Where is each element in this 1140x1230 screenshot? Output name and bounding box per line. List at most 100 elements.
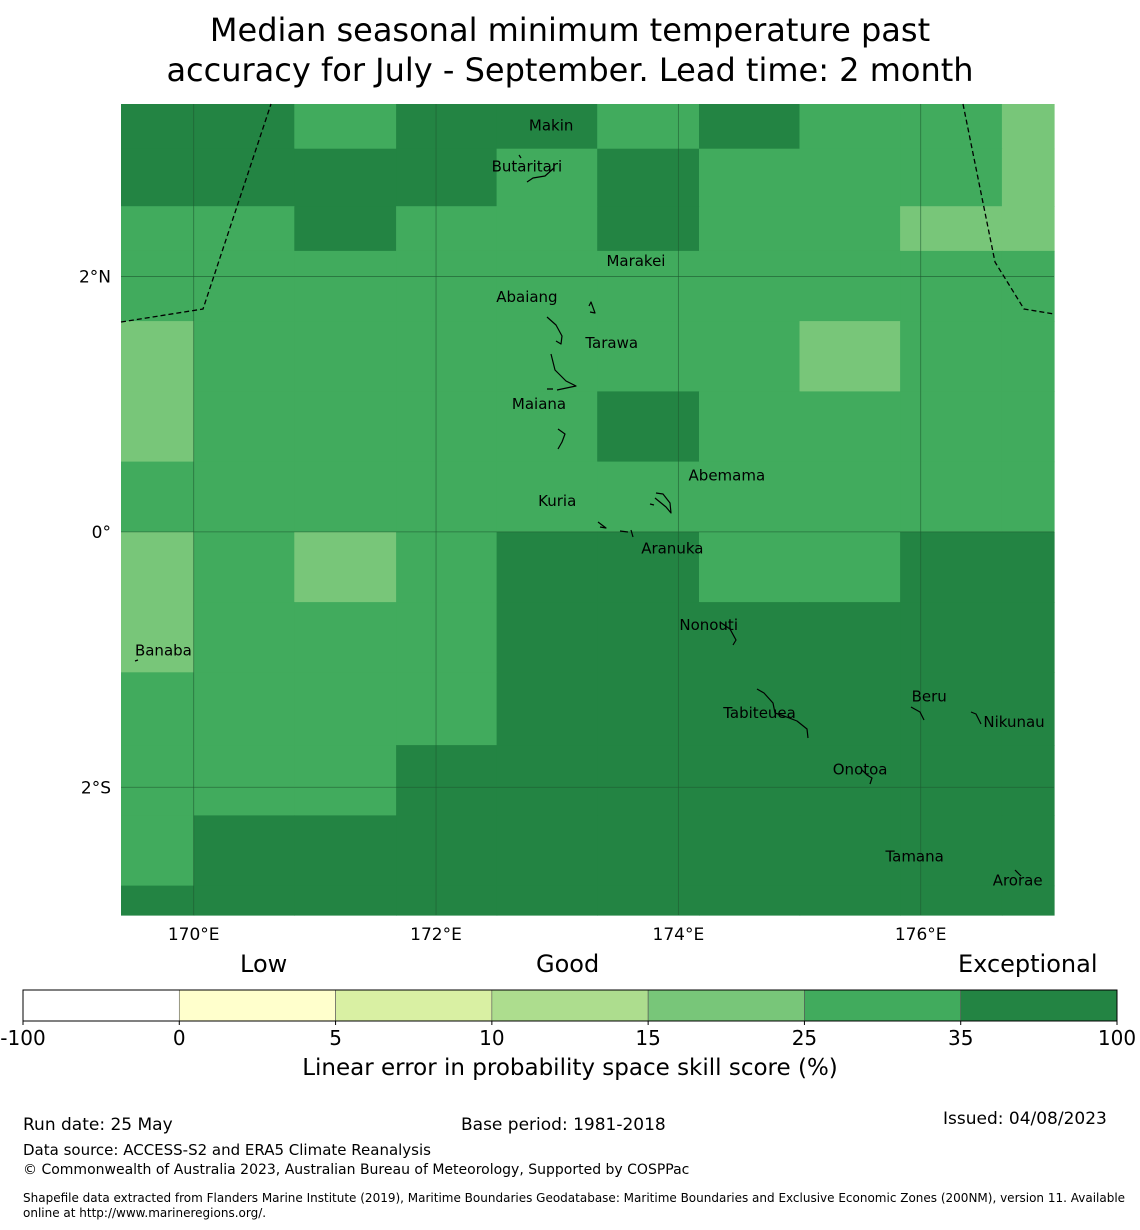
grid-cell bbox=[597, 745, 700, 816]
grid-cell bbox=[396, 321, 498, 392]
colorbar-title: Linear error in probability space skill … bbox=[302, 1055, 838, 1081]
colorbar-bin bbox=[335, 989, 493, 1022]
grid-cell bbox=[294, 104, 397, 150]
title-line-1: Median seasonal minimum temperature past bbox=[209, 11, 931, 49]
colorbar-tick-label: 15 bbox=[635, 1026, 660, 1050]
axis-ticks: 170°E 172°E 174°E 176°E 2°N 0° 2°S bbox=[79, 267, 947, 945]
island-outline bbox=[649, 492, 672, 514]
issued-date: Issued: 04/08/2023 bbox=[943, 1109, 1107, 1129]
lon-tick-label: 176°E bbox=[895, 925, 947, 945]
island-label: Tarawa bbox=[584, 334, 638, 352]
grid-cell bbox=[496, 531, 598, 603]
legend-exceptional-label: Exceptional bbox=[958, 950, 1098, 978]
grid-cell bbox=[699, 104, 801, 150]
island-label: Butaritari bbox=[492, 158, 563, 176]
grid-cell bbox=[799, 461, 901, 533]
grid-cell bbox=[799, 531, 901, 603]
grid-cell bbox=[294, 885, 397, 916]
grid-cell bbox=[900, 461, 1003, 533]
grid-cell bbox=[121, 206, 195, 252]
grid-cell bbox=[193, 745, 295, 816]
grid-cell bbox=[121, 461, 195, 533]
island-label: Kuria bbox=[538, 492, 576, 510]
grid-cell bbox=[597, 104, 700, 150]
grid-cell bbox=[396, 885, 498, 916]
grid-cell bbox=[1001, 206, 1055, 252]
grid-cell bbox=[1001, 250, 1055, 322]
grid-cell bbox=[121, 602, 195, 673]
grid-cell bbox=[900, 672, 1003, 746]
grid-cell bbox=[294, 531, 397, 603]
grid-cell bbox=[396, 461, 498, 533]
data-source: Data source: ACCESS-S2 and ERA5 Climate … bbox=[23, 1141, 431, 1159]
grid-cell bbox=[193, 531, 295, 603]
title-line-2: accuracy for July - September. Lead time… bbox=[166, 51, 974, 89]
grid-cell bbox=[799, 391, 901, 463]
grid-cell bbox=[597, 206, 700, 252]
lon-tick-label: 172°E bbox=[410, 925, 462, 945]
eez-boundary bbox=[120, 103, 1055, 323]
grid-cell bbox=[699, 391, 801, 463]
grid-cell bbox=[799, 672, 901, 746]
grid-cell bbox=[699, 321, 801, 392]
grid-cell bbox=[799, 602, 901, 673]
grid-cell bbox=[496, 148, 598, 207]
grid-cell bbox=[900, 815, 1003, 887]
grid-cell bbox=[396, 250, 498, 322]
grid-cell bbox=[597, 321, 700, 392]
island-label: Tabiteuea bbox=[722, 704, 796, 722]
island-outline bbox=[518, 154, 522, 159]
grid-cell bbox=[799, 104, 901, 150]
grid-cell bbox=[799, 148, 901, 207]
island-outline bbox=[970, 711, 982, 725]
grid-cell bbox=[1001, 885, 1055, 916]
grid-cell bbox=[121, 148, 195, 207]
island-outline bbox=[861, 769, 873, 785]
grid-cell bbox=[699, 745, 801, 816]
grid-cell bbox=[1001, 461, 1055, 533]
grid-cell bbox=[1001, 815, 1055, 887]
grid-cell bbox=[193, 885, 295, 916]
grid-cell bbox=[121, 391, 195, 463]
island-label: Nonouti bbox=[679, 616, 738, 634]
run-date: Run date: 25 May bbox=[23, 1115, 173, 1135]
grid-cell bbox=[900, 391, 1003, 463]
colorbar-tick-label: 25 bbox=[792, 1026, 817, 1050]
colorbar-bin bbox=[960, 989, 1118, 1022]
grid-cell bbox=[294, 461, 397, 533]
grid-cell bbox=[496, 461, 598, 533]
grid-cell bbox=[193, 104, 295, 150]
grid-cell bbox=[900, 148, 1003, 207]
copyright: © Commonwealth of Australia 2023, Austra… bbox=[23, 1162, 690, 1178]
grid-cell bbox=[121, 104, 195, 150]
colorbar-bin bbox=[22, 989, 180, 1022]
grid-cell bbox=[597, 672, 700, 746]
legend-good-label: Good bbox=[536, 950, 600, 978]
island-outline bbox=[134, 659, 139, 662]
grid-cell bbox=[396, 104, 498, 150]
colorbar-bin bbox=[804, 989, 962, 1022]
islands-layer: Makin Butaritari Marakei Abaiang Tarawa Maian… bbox=[134, 117, 1045, 890]
grid-cell bbox=[900, 531, 1003, 603]
grid-cell bbox=[900, 602, 1003, 673]
grid-cell bbox=[900, 321, 1003, 392]
colorbar-tick-label: 0 bbox=[173, 1026, 186, 1050]
grid-cell bbox=[799, 250, 901, 322]
island-label: Abaiang bbox=[496, 288, 557, 306]
grid-cell bbox=[799, 815, 901, 887]
base-period: Base period: 1981-2018 bbox=[461, 1115, 666, 1135]
colorbar-frame bbox=[22, 989, 1118, 1022]
grid-cell bbox=[900, 206, 1003, 252]
island-outline bbox=[1014, 869, 1022, 877]
grid-cell bbox=[597, 885, 700, 916]
grid-cell bbox=[1001, 321, 1055, 392]
grid-cell bbox=[496, 602, 598, 673]
eez-boundary-line bbox=[962, 103, 1055, 315]
lat-tick-label: 2°S bbox=[81, 778, 111, 798]
shapefile-credit: Shapefile data extracted from Flanders M… bbox=[23, 1191, 1126, 1220]
eez-boundary-line bbox=[120, 103, 272, 323]
island-label: Onotoa bbox=[833, 760, 888, 778]
grid-cell bbox=[193, 461, 295, 533]
colorbar-tick-label: 100 bbox=[1098, 1026, 1136, 1050]
grid-cell bbox=[900, 885, 1003, 916]
